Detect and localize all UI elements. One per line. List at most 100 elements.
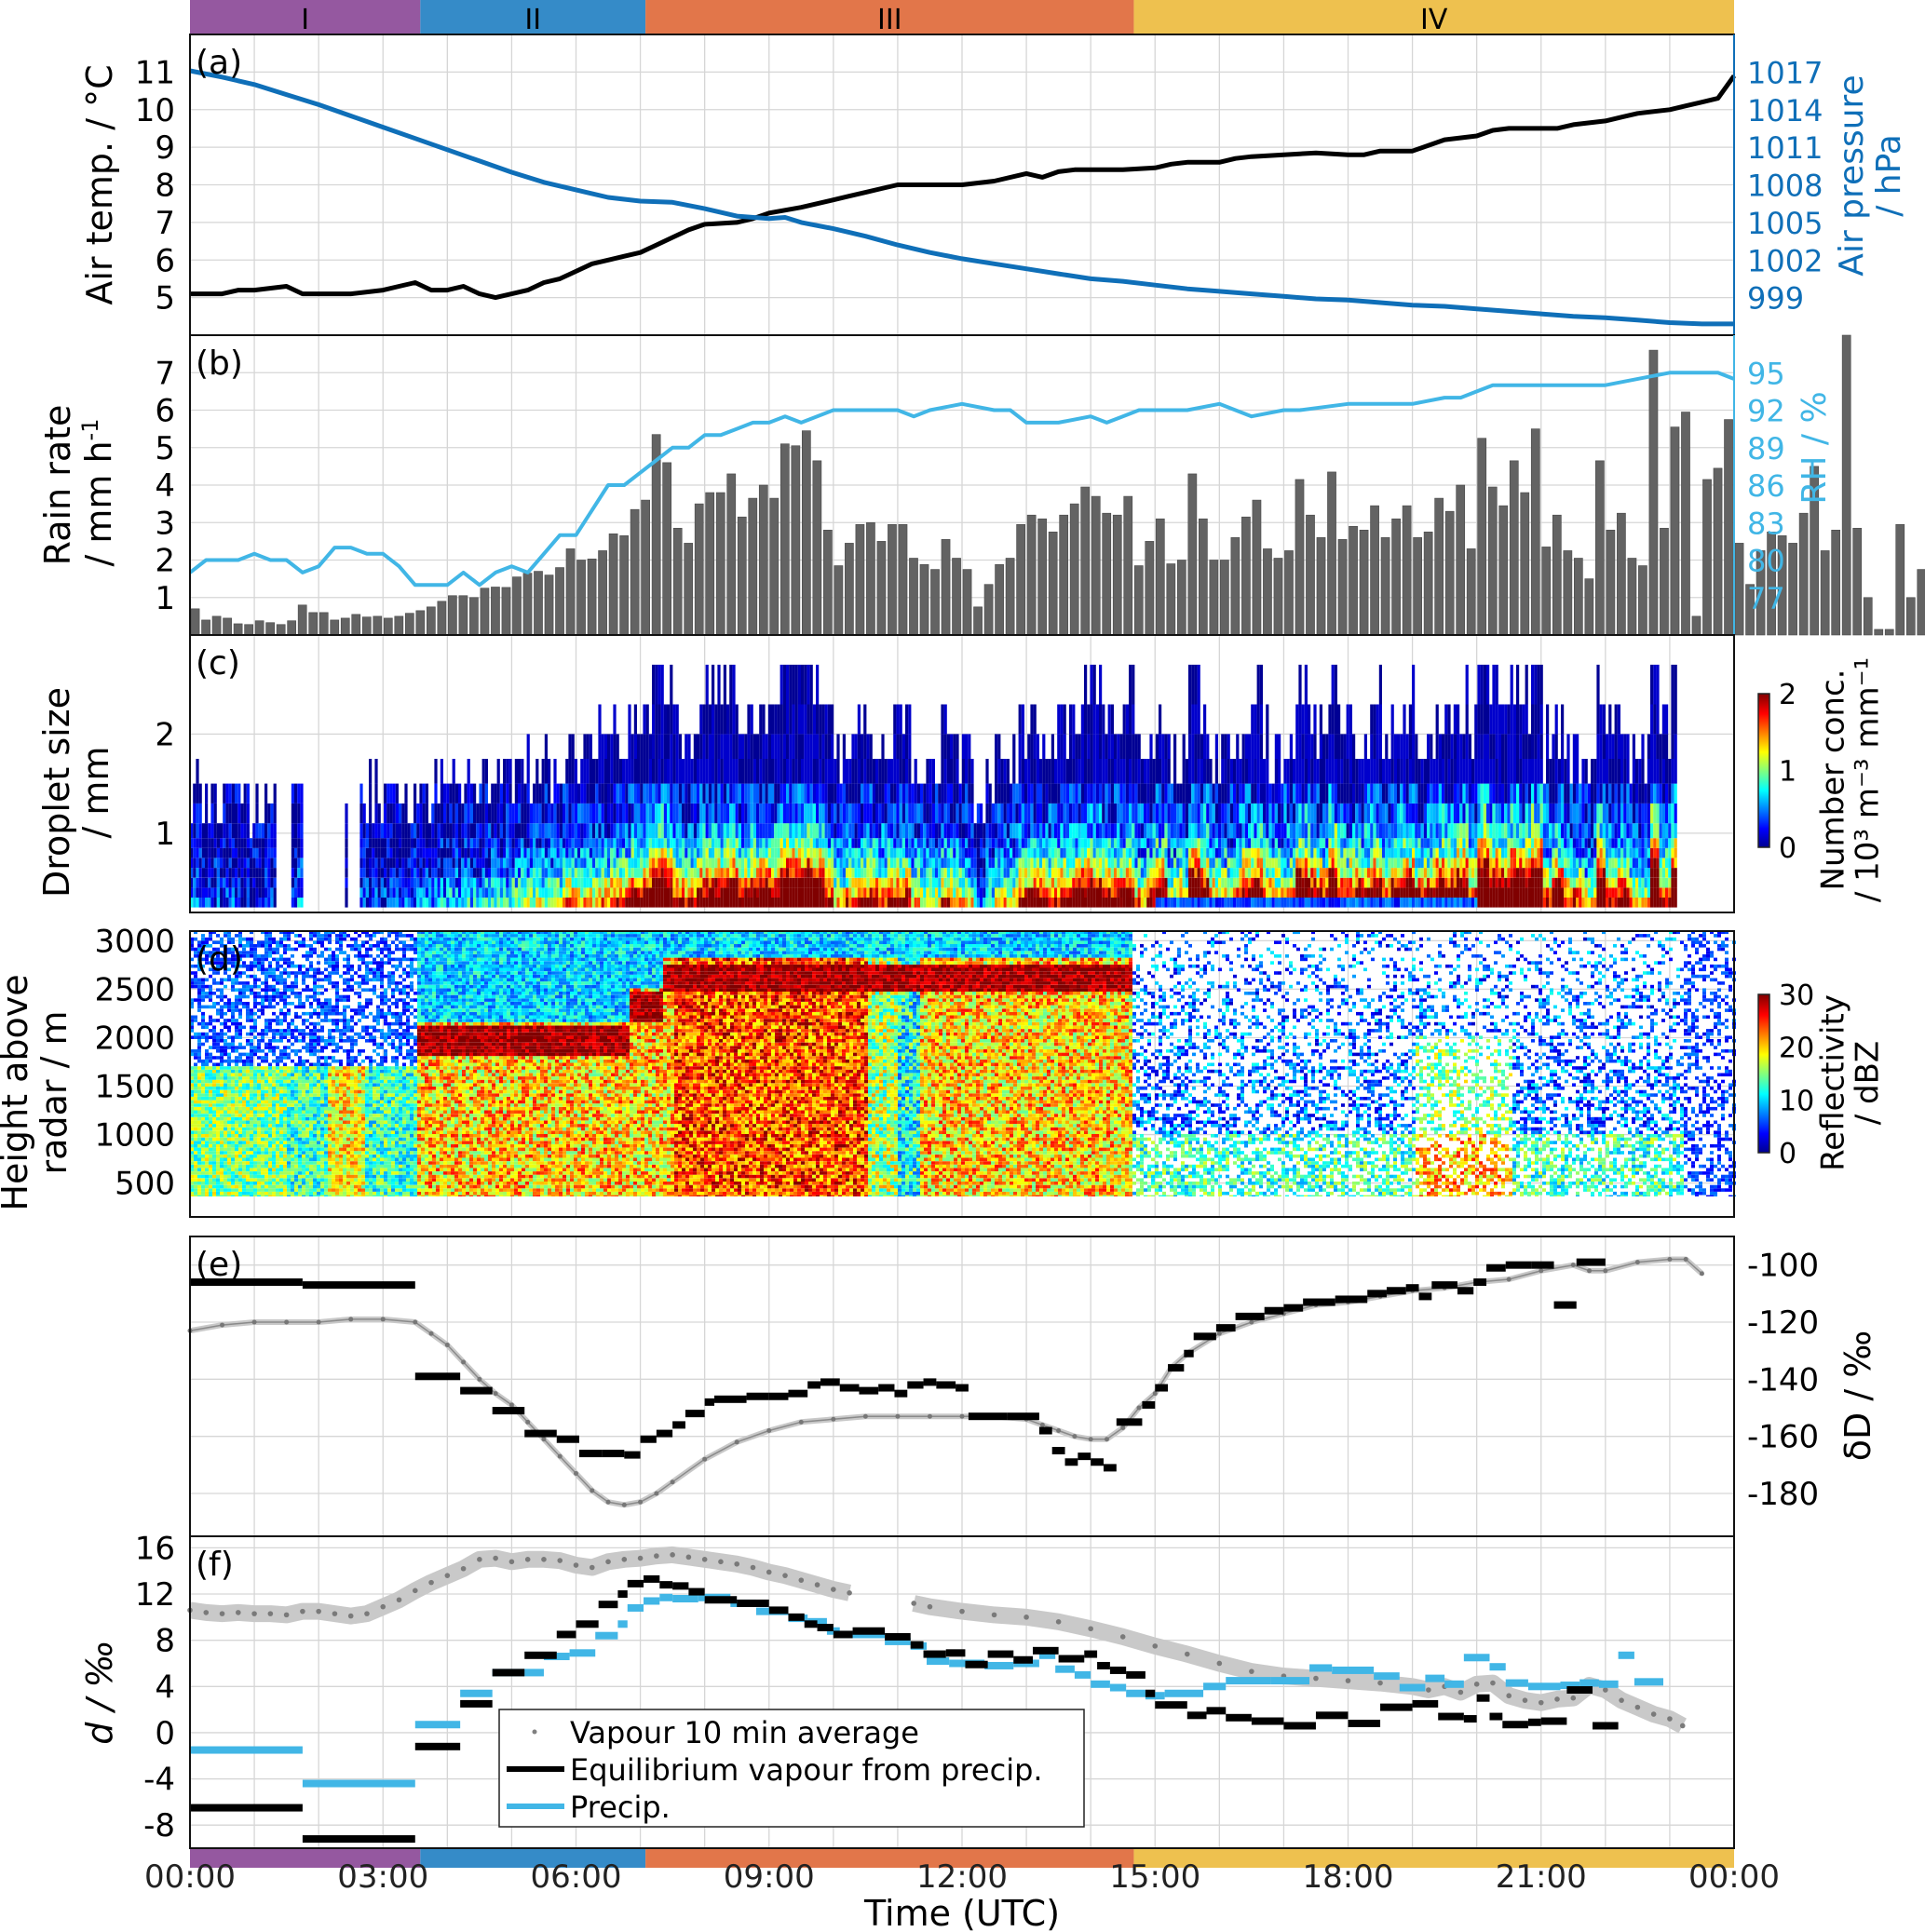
heatmap-cell (1075, 878, 1078, 888)
heatmap-cell (369, 858, 372, 869)
heatmap-cell (741, 868, 744, 878)
rain-rate-bar (1735, 543, 1743, 635)
heatmap-cell (1144, 823, 1146, 838)
heatmap-cell (1108, 823, 1111, 838)
heatmap-cell (747, 823, 750, 838)
heatmap-cell (628, 759, 630, 784)
heatmap-cell (950, 759, 953, 784)
heatmap-cell (631, 784, 634, 804)
heatmap-cell (1236, 848, 1239, 858)
heatmap-cell (798, 887, 801, 898)
heatmap-cell (1171, 784, 1173, 804)
heatmap-cell (756, 804, 759, 823)
heatmap-cell (1298, 823, 1301, 838)
heatmap-cell (1224, 734, 1227, 759)
y-right-tick-label: 1011 (1747, 130, 1823, 166)
heatmap-cell (619, 868, 622, 878)
heatmap-cell (1198, 705, 1200, 735)
heatmap-cell (508, 887, 511, 898)
heatmap-cell (386, 784, 389, 804)
heatmap-cell (485, 887, 488, 898)
heatmap-cell (828, 878, 831, 888)
heatmap-cell (801, 838, 804, 848)
heatmap-cell (1417, 838, 1420, 848)
heatmap-cell (587, 868, 590, 878)
heatmap-cell (819, 878, 821, 888)
heatmap-cell (607, 858, 610, 869)
heatmap-cell (691, 848, 694, 858)
heatmap-cell (625, 898, 628, 908)
heatmap-cell (1421, 838, 1424, 848)
heatmap-cell (577, 887, 580, 898)
heatmap-cell (202, 838, 205, 848)
heatmap-cell (1114, 898, 1117, 908)
heatmap-cell (518, 784, 521, 804)
heatmap-cell (1090, 759, 1092, 784)
heatmap-cell (777, 784, 779, 804)
heatmap-cell (637, 848, 640, 858)
heatmap-cell (240, 858, 243, 869)
heatmap-cell (563, 848, 565, 858)
heatmap-cell (1200, 784, 1203, 804)
heatmap-cell (419, 868, 422, 878)
heatmap-cell (482, 823, 485, 838)
heatmap-cell (1320, 823, 1322, 838)
heatmap-cell (568, 784, 571, 804)
heatmap-cell (661, 759, 664, 784)
heatmap-cell (1293, 823, 1295, 838)
heatmap-cell (1281, 848, 1283, 858)
heatmap-cell (1066, 858, 1069, 869)
heatmap-cell (449, 848, 452, 858)
heatmap-cell (1335, 705, 1337, 735)
heatmap-cell (1037, 804, 1039, 823)
heatmap-cell (506, 784, 508, 804)
heatmap-cell (1245, 868, 1248, 878)
heatmap-cell (920, 878, 923, 888)
heatmap-cell (709, 823, 712, 838)
heatmap-cell (724, 858, 726, 869)
heatmap-cell (1159, 838, 1161, 848)
heatmap-cell (458, 868, 461, 878)
heatmap-cell (813, 898, 816, 908)
heatmap-cell (1096, 804, 1099, 823)
heatmap-cell (560, 898, 563, 908)
heatmap-cell (929, 898, 932, 908)
heatmap-cell (449, 878, 452, 888)
heatmap-cell (1343, 734, 1346, 759)
heatmap-cell (923, 848, 926, 858)
heatmap-cell (1322, 858, 1325, 869)
heatmap-cell (637, 838, 640, 848)
heatmap-cell (598, 878, 601, 888)
heatmap-cell (1343, 759, 1346, 784)
heatmap-cell (617, 784, 619, 804)
heatmap-cell (1394, 878, 1397, 888)
heatmap-cell (413, 868, 416, 878)
heatmap-cell (1004, 759, 1007, 784)
heatmap-cell (989, 804, 992, 823)
heatmap-cell (893, 734, 896, 759)
heatmap-cell (947, 898, 950, 908)
heatmap-cell (1134, 858, 1137, 869)
heatmap-cell (1278, 734, 1281, 759)
heatmap-cell (1430, 838, 1432, 848)
heatmap-cell (1194, 759, 1197, 784)
heatmap-cell (1051, 823, 1054, 838)
heatmap-cell (523, 898, 526, 908)
heatmap-cell (810, 823, 813, 838)
heatmap-cell (455, 898, 458, 908)
heatmap-cell (1012, 878, 1015, 888)
heatmap-cell (1037, 898, 1039, 908)
heatmap-cell (453, 784, 455, 804)
heatmap-cell (885, 858, 888, 869)
heatmap-cell (682, 804, 685, 823)
heatmap-cell (1302, 784, 1305, 804)
heatmap-cell (741, 804, 744, 823)
heatmap-cell (1203, 898, 1206, 908)
heatmap-cell (369, 878, 372, 888)
heatmap-cell (1194, 665, 1197, 705)
heatmap-cell (1388, 887, 1390, 898)
heatmap-cell (932, 784, 935, 804)
heatmap-cell (1200, 838, 1203, 848)
heatmap-cell (836, 878, 839, 888)
heatmap-cell (1027, 887, 1030, 898)
